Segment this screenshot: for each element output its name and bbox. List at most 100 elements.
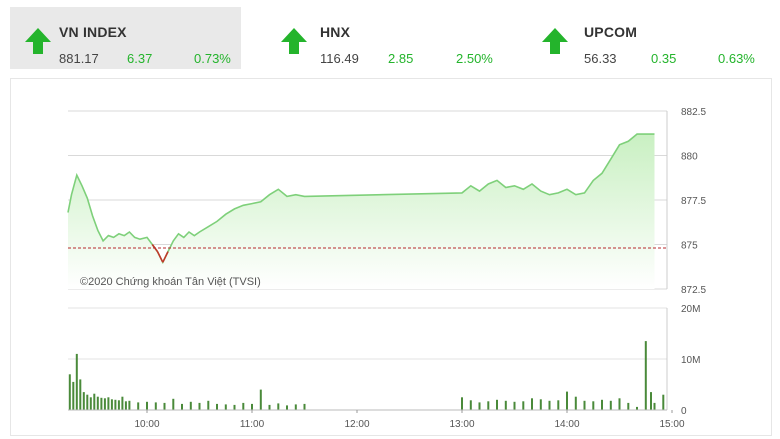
price-tick-label: 882.5 xyxy=(681,107,706,118)
index-change: 2.85 xyxy=(388,51,414,66)
time-tick-label: 15:00 xyxy=(659,419,684,430)
volume-bars xyxy=(68,341,665,411)
index-percent: 0.63% xyxy=(718,51,755,66)
volume-tick-label: 20M xyxy=(681,304,700,315)
volume-bar xyxy=(181,403,183,410)
index-name: VN INDEX xyxy=(59,24,127,40)
volume-bar xyxy=(609,400,612,410)
volume-bar xyxy=(601,399,603,410)
volume-bar xyxy=(496,399,498,410)
time-tick-label: 14:00 xyxy=(554,419,579,430)
index-name: HNX xyxy=(320,24,351,40)
time-tick-label: 10:00 xyxy=(134,419,159,430)
volume-bar xyxy=(650,392,652,410)
volume-bar xyxy=(461,397,463,411)
volume-bar xyxy=(233,404,236,410)
volume-bar xyxy=(531,398,533,410)
volume-grid xyxy=(68,307,667,360)
volume-bar xyxy=(522,401,525,410)
volume-bar xyxy=(189,401,192,410)
volume-tick-label: 10M xyxy=(681,355,700,366)
volume-bar xyxy=(146,401,148,410)
volume-bar xyxy=(487,401,490,410)
volume-bar xyxy=(618,398,621,410)
up-arrow-icon xyxy=(25,28,51,54)
volume-y-axis: 0 10M 20M xyxy=(681,304,700,417)
price-area xyxy=(68,134,655,289)
index-price: 56.33 xyxy=(584,51,617,66)
price-line xyxy=(67,133,655,265)
volume-bar xyxy=(548,400,551,410)
price-tick-label: 880 xyxy=(681,152,698,163)
volume-bar xyxy=(259,389,262,410)
volume-bar xyxy=(100,397,103,410)
volume-bar xyxy=(68,374,71,410)
volume-bar xyxy=(574,396,577,410)
volume-bar xyxy=(75,353,78,410)
price-y-axis: 872.5 875 877.5 880 882.5 xyxy=(681,107,706,296)
volume-bar xyxy=(294,404,297,410)
chart-frame xyxy=(10,78,772,436)
volume-bar xyxy=(251,403,253,410)
volume-bar xyxy=(566,391,568,410)
volume-bar xyxy=(96,396,99,410)
price-tick-label: 875 xyxy=(681,241,698,252)
up-arrow-shape xyxy=(542,28,568,54)
volume-bar xyxy=(128,400,131,410)
index-tiles: VN INDEX 881.17 6.37 0.73% HNX 116.49 2.… xyxy=(0,0,780,72)
volume-bar xyxy=(82,392,85,410)
volume-bar xyxy=(79,379,82,410)
volume-bar xyxy=(103,398,106,410)
volume-bar xyxy=(89,397,92,411)
volume-bar xyxy=(627,402,630,410)
up-arrow-shape xyxy=(25,28,51,54)
index-price: 881.17 xyxy=(59,51,99,66)
volume-bar xyxy=(172,398,175,410)
volume-bar xyxy=(107,397,110,411)
volume-bar xyxy=(303,403,306,410)
volume-bar xyxy=(277,403,280,410)
volume-bar xyxy=(583,400,586,410)
volume-bar xyxy=(121,396,124,410)
volume-bar xyxy=(117,400,120,410)
volume-bar xyxy=(268,404,271,410)
volume-bar xyxy=(557,400,560,410)
volume-bar xyxy=(242,402,245,410)
index-percent: 2.50% xyxy=(456,51,493,66)
up-arrow-shape xyxy=(281,28,307,54)
volume-bar xyxy=(636,406,638,410)
volume-bar xyxy=(504,400,507,410)
index-price: 116.49 xyxy=(320,51,359,66)
price-tick-label: 877.5 xyxy=(681,196,706,207)
volume-bar xyxy=(110,399,113,410)
volume-bar xyxy=(93,393,96,410)
volume-bar xyxy=(72,381,75,410)
volume-bar xyxy=(286,405,288,410)
volume-bar xyxy=(224,404,227,410)
up-arrow-icon xyxy=(281,28,307,54)
volume-bar xyxy=(124,401,127,410)
time-x-axis: 10:00 11:00 12:00 13:00 14:00 15:00 xyxy=(134,410,685,430)
volume-bar xyxy=(86,394,89,410)
volume-bar xyxy=(653,402,656,410)
tile-upcom[interactable]: UPCOM 56.33 0.35 0.63% xyxy=(527,7,777,69)
index-change: 0.35 xyxy=(651,51,677,66)
up-arrow-icon xyxy=(542,28,568,54)
volume-bar xyxy=(198,402,201,410)
volume-bar xyxy=(662,394,665,410)
tile-hnx[interactable]: HNX 116.49 2.85 2.50% xyxy=(266,7,516,69)
index-percent: 0.73% xyxy=(194,51,231,66)
price-tick-label: 872.5 xyxy=(681,285,706,296)
time-tick-label: 13:00 xyxy=(449,419,474,430)
time-tick-label: 12:00 xyxy=(344,419,369,430)
volume-bar xyxy=(163,402,166,410)
volume-bar xyxy=(216,403,218,410)
volume-bar xyxy=(513,401,516,410)
time-tick-label: 11:00 xyxy=(240,419,265,430)
volume-bar xyxy=(114,399,117,410)
chart-credit: ©2020 Chứng khoán Tân Việt (TVSI) xyxy=(80,276,261,288)
volume-bar xyxy=(207,400,210,410)
volume-bar xyxy=(644,341,647,410)
tile-vn-index[interactable]: VN INDEX 881.17 6.37 0.73% xyxy=(10,7,241,69)
